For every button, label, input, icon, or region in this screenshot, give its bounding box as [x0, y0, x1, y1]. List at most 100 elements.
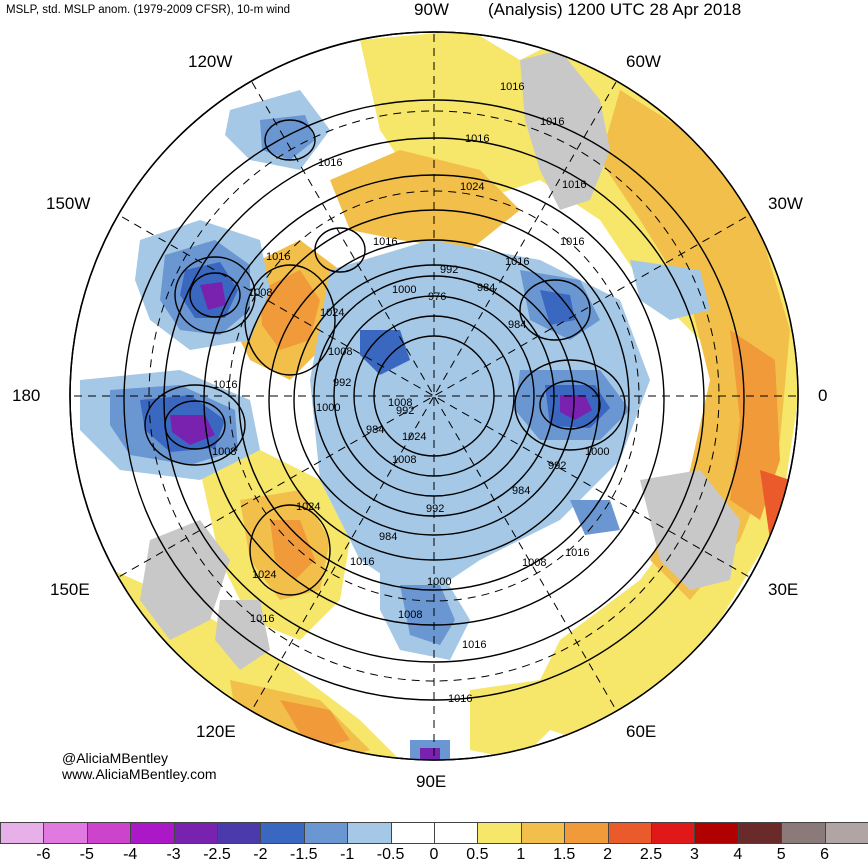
colorbar-tick-label: -4: [123, 846, 138, 863]
colorbar-swatch: [434, 822, 479, 844]
colorbar-tick-label: -0.5: [376, 846, 405, 863]
isobar-label: 1016: [565, 547, 589, 559]
colorbar-tick-label: 4: [733, 846, 743, 863]
colorbar-tick-label: -3: [166, 846, 181, 863]
colorbar-swatch: [173, 822, 218, 844]
colorbar-swatch: [390, 822, 435, 844]
isobar-label: 984: [366, 424, 384, 436]
lon-label-30w: 30W: [768, 194, 803, 213]
isobar-label: 1024: [402, 431, 426, 443]
colorbar-tick-label: -1.5: [290, 846, 318, 863]
isobar-label: 1016: [448, 693, 472, 705]
isobar-label: 1016: [213, 379, 237, 391]
colorbar-swatch: [0, 822, 45, 844]
isobar-label: 1024: [320, 307, 344, 319]
land-mask: [140, 50, 740, 670]
isobar-label: 1016: [505, 256, 529, 268]
colorbar-swatch: [217, 822, 262, 844]
isobar-label: 992: [333, 377, 351, 389]
isobar-label: 1008: [398, 609, 422, 621]
colorbar-tick-label: -5: [79, 846, 94, 863]
isobar-label: 1016: [540, 116, 564, 128]
isobar-label: 1000: [316, 402, 340, 414]
lon-label-180: 180: [12, 386, 41, 405]
colorbar-tick-label: 0: [429, 846, 439, 863]
colorbar-swatch: [260, 822, 305, 844]
isobar-label: 1008: [388, 397, 412, 409]
isobar-label: 1000: [427, 576, 451, 588]
colorbar-swatch: [86, 822, 132, 844]
isobar-label: 1008: [212, 446, 236, 458]
colorbar-swatch: [607, 822, 652, 844]
credit-url: www.AliciaMBentley.com: [62, 766, 217, 782]
colorbar-swatch: [737, 822, 783, 844]
colorbar-swatch: [477, 822, 522, 844]
isobar-label: 1016: [318, 157, 342, 169]
colorbar-tick-label: -6: [36, 846, 51, 863]
isobar-label: 984: [512, 485, 530, 497]
isobar-label: 1016: [350, 556, 374, 568]
isobar-label: 1000: [585, 446, 609, 458]
lon-label-150w: 150W: [46, 194, 91, 213]
colorbar-swatch: [520, 822, 566, 844]
colorbar-tick-label: 6: [820, 846, 830, 863]
colorbar-swatch: [303, 822, 349, 844]
isobar-label: 1016: [465, 133, 489, 145]
colorbar-swatch: [43, 822, 88, 844]
colorbar-swatch: [781, 822, 826, 844]
credit-handle: @AliciaMBentley: [62, 750, 169, 766]
chart-header-left: MSLP, std. MSLP anom. (1979-2009 CFSR), …: [6, 4, 291, 16]
isobar-label: 1000: [392, 284, 416, 296]
isobar-label: 1016: [373, 236, 397, 248]
colorbar-tick-label: -2: [253, 846, 268, 863]
colorbar-tick-label: 2.5: [639, 846, 663, 863]
colorbar-tick-label: 2: [603, 846, 613, 863]
lon-label-60w: 60W: [626, 52, 661, 71]
colorbar-tick-label: 1: [516, 846, 526, 863]
isobar-label: 1008: [522, 557, 546, 569]
isobar-label: 976: [428, 291, 446, 303]
lon-label-150e: 150E: [50, 580, 90, 599]
colorbar-tick-label: 0.5: [466, 846, 489, 863]
colorbar-swatch: [347, 822, 392, 844]
isobar-label: 984: [508, 319, 526, 331]
isobar-label: 1008: [328, 346, 352, 358]
isobar-label: 992: [396, 405, 414, 417]
lon-label-90w: 90W: [414, 0, 449, 19]
colorbar-tick-label: -2.5: [203, 846, 231, 863]
colorbar-tick-label: 3: [689, 846, 699, 863]
isobar-label: 1016: [266, 251, 290, 263]
colorbar-swatch: [651, 822, 696, 844]
anomaly-colorbar: -6 -5 -4 -3 -2.5 -2 -1.5 -1 -0.5 0 0.5 1 1.5 2 2.5 3 4 5 6: [0, 822, 868, 865]
isobar-label: 984: [477, 282, 495, 294]
lon-label-120w: 120W: [188, 52, 233, 71]
isobar-label: 984: [379, 531, 397, 543]
lon-label-90e: 90E: [416, 772, 447, 791]
isobar-label: 992: [548, 460, 566, 472]
isobar-label: 1024: [252, 569, 276, 581]
lon-label-60e: 60E: [626, 722, 657, 741]
isobar-label: 1024: [296, 501, 320, 513]
polar-stereographic-map: 1016 1016 1016 1016 1024 1016 1016 1016 1016 1016…: [69, 31, 799, 761]
isobar-label: 1016: [462, 639, 486, 651]
isobar-label: 1008: [248, 287, 272, 299]
isobar-label: 1008: [392, 454, 416, 466]
lon-label-120e: 120E: [196, 722, 236, 741]
isobar-label: 1016: [562, 179, 586, 191]
colorbar-swatch: [824, 822, 868, 844]
colorbar-swatch: [564, 822, 609, 844]
chart-header-right: (Analysis) 1200 UTC 28 Apr 2018: [488, 0, 742, 19]
lon-label-30e: 30E: [768, 580, 799, 599]
colorbar-swatch: [130, 822, 175, 844]
isobar-label: 1016: [500, 81, 524, 93]
isobar-label-layer: 1016 1016 1016 1016 1024 1016 1016 1016 1016 1016…: [212, 81, 609, 705]
colorbar-swatch: [694, 822, 739, 844]
isobar-label: 1016: [250, 613, 274, 625]
isobar-label: 992: [440, 264, 458, 276]
lon-label-0: 0: [818, 386, 828, 405]
colorbar-tick-label: 1.5: [553, 846, 576, 863]
isobar-label: 992: [426, 503, 444, 515]
graticule: [70, 32, 798, 760]
isobar-label: 1024: [460, 181, 484, 193]
colorbar-tick-label: 5: [776, 846, 786, 863]
